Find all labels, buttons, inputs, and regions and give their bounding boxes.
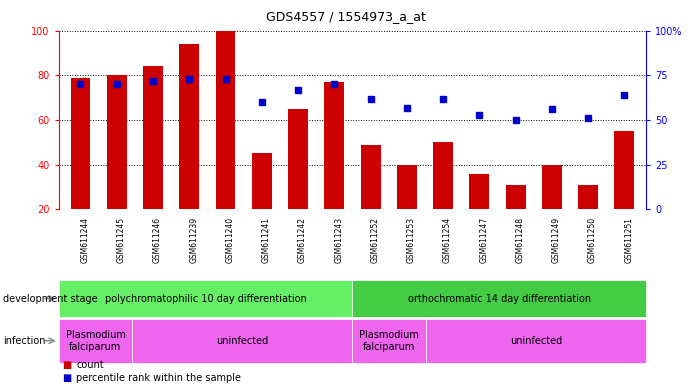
Bar [288, 109, 308, 209]
Bar [542, 165, 562, 209]
Text: GSM611251: GSM611251 [625, 217, 634, 263]
Bar [614, 131, 634, 209]
Bar [506, 185, 526, 209]
Text: GSM611245: GSM611245 [117, 217, 126, 263]
Bar [578, 185, 598, 209]
Text: polychromatophilic 10 day differentiation: polychromatophilic 10 day differentiatio… [105, 293, 306, 304]
Bar [70, 78, 91, 209]
Text: ■: ■ [62, 373, 71, 383]
Text: Plasmodium
falciparum: Plasmodium falciparum [359, 330, 419, 352]
Text: GSM611249: GSM611249 [552, 217, 561, 263]
Bar [252, 154, 272, 209]
Bar [352, 319, 426, 363]
Text: infection: infection [3, 336, 46, 346]
Text: development stage: development stage [3, 293, 98, 304]
Text: GSM611240: GSM611240 [225, 217, 234, 263]
Text: count: count [76, 360, 104, 370]
Bar [433, 142, 453, 209]
Text: GSM611253: GSM611253 [407, 217, 416, 263]
Bar [179, 44, 199, 209]
Bar [361, 144, 381, 209]
Text: GDS4557 / 1554973_a_at: GDS4557 / 1554973_a_at [265, 10, 426, 23]
Bar [426, 319, 646, 363]
Text: GSM611244: GSM611244 [80, 217, 90, 263]
Text: orthochromatic 14 day differentiation: orthochromatic 14 day differentiation [408, 293, 591, 304]
Bar [216, 31, 236, 209]
Text: GSM611246: GSM611246 [153, 217, 162, 263]
Text: uninfected: uninfected [216, 336, 268, 346]
Text: Plasmodium
falciparum: Plasmodium falciparum [66, 330, 125, 352]
Text: GSM611241: GSM611241 [262, 217, 271, 263]
Bar [107, 75, 126, 209]
Bar [397, 165, 417, 209]
Bar [324, 82, 344, 209]
Bar [59, 319, 132, 363]
Bar [352, 280, 646, 317]
Text: GSM611248: GSM611248 [515, 217, 524, 263]
Text: uninfected: uninfected [510, 336, 562, 346]
Text: GSM611242: GSM611242 [298, 217, 307, 263]
Text: ■: ■ [62, 360, 71, 370]
Text: GSM611252: GSM611252 [370, 217, 379, 263]
Bar [59, 280, 352, 317]
Text: GSM611247: GSM611247 [480, 217, 489, 263]
Text: GSM611250: GSM611250 [588, 217, 597, 263]
Text: GSM611239: GSM611239 [189, 217, 198, 263]
Bar [143, 66, 163, 209]
Text: GSM611254: GSM611254 [443, 217, 452, 263]
Text: GSM611243: GSM611243 [334, 217, 343, 263]
Text: percentile rank within the sample: percentile rank within the sample [76, 373, 241, 383]
Bar [469, 174, 489, 209]
Bar [132, 319, 352, 363]
